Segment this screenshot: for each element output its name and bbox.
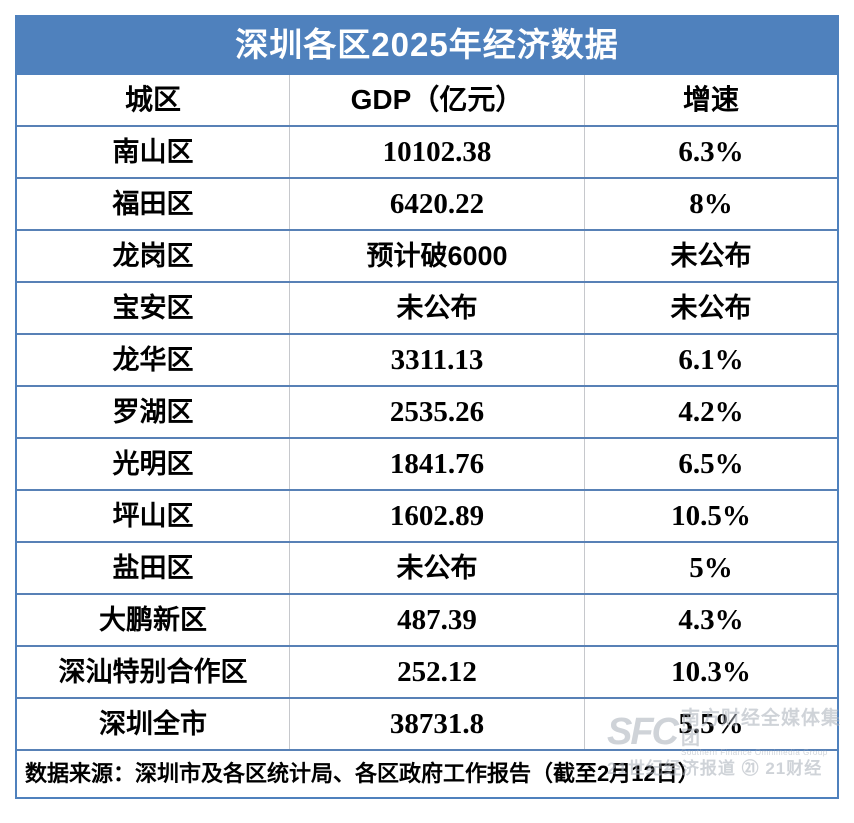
- district-cell: 深圳全市: [99, 709, 207, 739]
- district-cell: 龙岗区: [112, 241, 194, 271]
- gdp-cell: 1841.76: [289, 439, 584, 489]
- gdp-cell: 2535.26: [289, 387, 584, 437]
- column-header-gdp: GDP（亿元）: [289, 75, 584, 125]
- table-row: 宝安区 未公布 未公布: [17, 281, 837, 333]
- data-source-note: 数据来源：深圳市及各区统计局、各区政府工作报告（截至2月12日）: [17, 749, 837, 797]
- table-row: 深圳全市 38731.8 5.5%: [17, 697, 837, 749]
- district-cell: 光明区: [112, 449, 194, 479]
- growth-cell: 4.2%: [584, 387, 837, 437]
- table-row: 光明区 1841.76 6.5%: [17, 437, 837, 489]
- gdp-cell: 预计破6000: [289, 231, 584, 281]
- table-row: 盐田区 未公布 5%: [17, 541, 837, 593]
- district-cell: 罗湖区: [112, 397, 194, 427]
- gdp-cell: 未公布: [289, 283, 584, 333]
- district-cell: 南山区: [112, 137, 194, 167]
- table-row: 南山区 10102.38 6.3%: [17, 125, 837, 177]
- column-header-growth: 增速: [584, 75, 837, 125]
- table-row: 坪山区 1602.89 10.5%: [17, 489, 837, 541]
- district-cell: 龙华区: [112, 345, 194, 375]
- district-cell: 大鹏新区: [99, 605, 207, 635]
- growth-cell: 6.3%: [584, 127, 837, 177]
- table-title: 深圳各区2025年经济数据: [15, 15, 839, 75]
- growth-cell: 8%: [584, 179, 837, 229]
- gdp-cell: 3311.13: [289, 335, 584, 385]
- district-cell: 宝安区: [112, 293, 194, 323]
- district-cell: 坪山区: [112, 501, 194, 531]
- growth-cell: 未公布: [584, 231, 837, 281]
- growth-cell: 6.5%: [584, 439, 837, 489]
- growth-cell: 未公布: [584, 283, 837, 333]
- gdp-cell: 未公布: [289, 543, 584, 593]
- infographic-root: 深圳各区2025年经济数据 城区 GDP（亿元） 增速 南山区 10102.38…: [15, 15, 840, 799]
- gdp-cell: 1602.89: [289, 491, 584, 541]
- gdp-cell: 38731.8: [289, 699, 584, 749]
- growth-cell: 5%: [584, 543, 837, 593]
- economic-data-table: 城区 GDP（亿元） 增速 南山区 10102.38 6.3% 福田区 6420…: [15, 75, 839, 799]
- table-header-row: 城区 GDP（亿元） 增速: [17, 75, 837, 125]
- table-row: 龙岗区 预计破6000 未公布: [17, 229, 837, 281]
- district-cell: 盐田区: [112, 553, 194, 583]
- growth-cell: 5.5%: [584, 699, 837, 749]
- table-row: 罗湖区 2535.26 4.2%: [17, 385, 837, 437]
- table-row: 深汕特别合作区 252.12 10.3%: [17, 645, 837, 697]
- gdp-cell: 252.12: [289, 647, 584, 697]
- growth-cell: 6.1%: [584, 335, 837, 385]
- table-row: 龙华区 3311.13 6.1%: [17, 333, 837, 385]
- district-cell: 福田区: [112, 189, 194, 219]
- gdp-cell: 487.39: [289, 595, 584, 645]
- gdp-cell: 10102.38: [289, 127, 584, 177]
- gdp-cell: 6420.22: [289, 179, 584, 229]
- table-row: 福田区 6420.22 8%: [17, 177, 837, 229]
- growth-cell: 10.5%: [584, 491, 837, 541]
- growth-cell: 4.3%: [584, 595, 837, 645]
- table-row: 大鹏新区 487.39 4.3%: [17, 593, 837, 645]
- growth-cell: 10.3%: [584, 647, 837, 697]
- column-header-district: 城区: [124, 84, 181, 115]
- district-cell: 深汕特别合作区: [58, 657, 248, 687]
